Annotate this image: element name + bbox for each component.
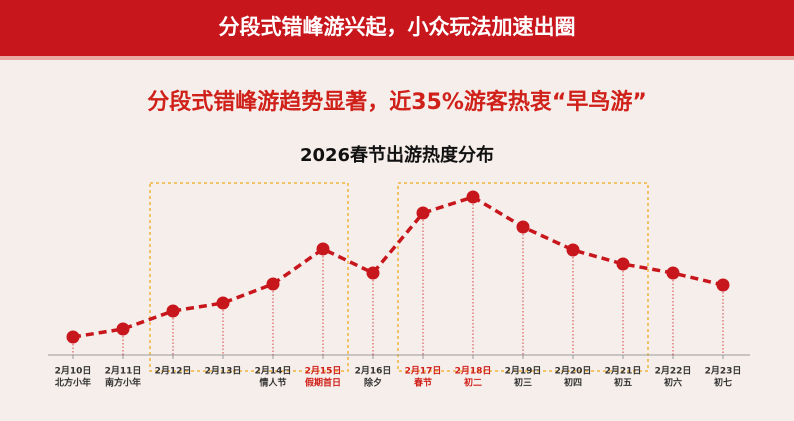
point	[516, 220, 530, 234]
point	[616, 257, 630, 271]
x-tick-label: 2月19日	[505, 366, 542, 377]
point	[316, 242, 330, 256]
x-sublabel: 北方小年	[55, 377, 91, 389]
x-tick-label: 2月17日	[405, 366, 442, 377]
x-tick-label: 2月15日	[305, 366, 342, 377]
x-sublabel: 春节	[413, 377, 432, 389]
x-sublabel: 假期首日	[305, 377, 341, 389]
period-box	[149, 182, 349, 372]
point	[466, 190, 480, 204]
point	[116, 322, 130, 336]
point	[216, 296, 230, 310]
x-tick-label: 2月12日	[155, 366, 192, 377]
x-tick-label: 2月11日	[105, 366, 142, 377]
x-sublabel: 初二	[464, 377, 482, 389]
chart-title: 2026春节出游热度分布	[300, 144, 494, 166]
point	[66, 330, 80, 344]
point	[666, 266, 680, 280]
x-tick-label: 2月13日	[205, 366, 242, 377]
x-sublabel: 初六	[664, 377, 682, 389]
point	[266, 277, 280, 291]
period-box	[397, 182, 649, 372]
point	[166, 304, 180, 318]
point	[716, 278, 730, 292]
x-tick-label: 2月21日	[605, 366, 642, 377]
x-tick-label: 2月23日	[705, 366, 742, 377]
x-sublabel: 南方小年	[105, 377, 141, 389]
x-sublabel: 初五	[614, 377, 632, 389]
header-band	[0, 0, 794, 56]
x-tick-label: 2月16日	[355, 366, 392, 377]
x-tick-label: 2月14日	[255, 366, 292, 377]
point	[366, 266, 380, 280]
x-tick-label: 2月20日	[555, 366, 592, 377]
x-sublabel: 初三	[514, 377, 532, 389]
x-sublabel: 情人节	[258, 377, 286, 389]
headline: 分段式错峰游趋势显著，近35%游客热衷“早鸟游”	[147, 89, 647, 115]
x-tick-label: 2月18日	[455, 366, 492, 377]
x-tick-label: 2月22日	[655, 366, 692, 377]
x-sublabel: 初七	[714, 377, 732, 389]
x-tick-label: 2月10日	[55, 366, 92, 377]
header-title: 分段式错峰游兴起，小众玩法加速出圈	[219, 15, 576, 39]
point	[566, 243, 580, 257]
header-edge	[0, 56, 794, 60]
x-sublabel: 除夕	[364, 377, 382, 389]
x-sublabel: 初四	[564, 377, 582, 389]
point	[416, 206, 430, 220]
line	[72, 195, 724, 339]
